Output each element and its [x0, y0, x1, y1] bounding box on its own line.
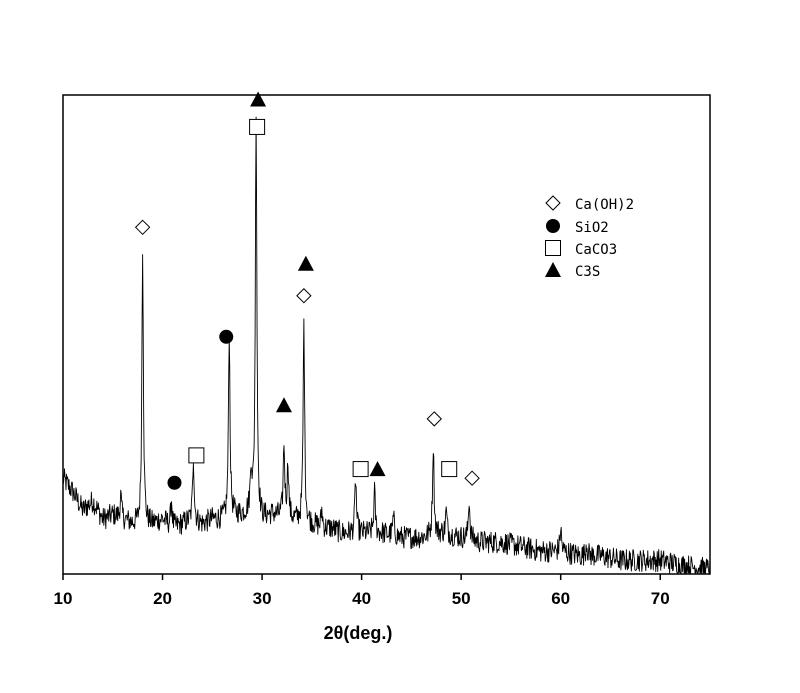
- peak-marker-ca-oh-2-0: [134, 219, 151, 236]
- peak-marker-caco3-4: [249, 118, 266, 135]
- legend-symbol-c3s: [545, 262, 561, 277]
- x-axis-tick-labels: 10 20 30 40 50 60 70: [54, 589, 670, 608]
- peak-marker-c3s-5: [250, 91, 267, 107]
- legend-label-sio2: SiO2: [575, 220, 609, 236]
- peak-marker-sio2-1: [167, 475, 182, 490]
- x-tick-label-10: 10: [54, 589, 73, 608]
- legend-label-ca-oh-2: Ca(OH)2: [575, 197, 634, 213]
- peak-markers: [134, 91, 480, 490]
- peak-marker-caco3-2: [188, 447, 205, 464]
- x-axis-title: 2θ(deg.): [324, 623, 393, 643]
- peak-marker-caco3-12: [441, 461, 458, 478]
- peak-marker-ca-oh-2-7: [296, 288, 312, 304]
- legend-symbol-ca-oh-2: [545, 195, 561, 211]
- x-axis-ticks: [62, 574, 661, 580]
- x-tick-label-70: 70: [651, 589, 670, 608]
- peak-marker-sio2-3: [219, 329, 234, 344]
- legend-symbols: [545, 195, 561, 277]
- peak-marker-caco3-9: [352, 461, 369, 478]
- peak-marker-ca-oh-2-11: [426, 411, 442, 427]
- plot-frame: [62, 94, 711, 575]
- legend-symbol-caco3: [545, 240, 561, 256]
- legend: Ca(OH)2 SiO2 CaCO3 C3S: [545, 195, 634, 280]
- legend-label-caco3: CaCO3: [575, 242, 617, 258]
- x-tick-label-60: 60: [551, 589, 570, 608]
- peak-marker-c3s-10: [369, 461, 386, 477]
- legend-label-c3s: C3S: [575, 264, 600, 280]
- x-tick-label-40: 40: [352, 589, 371, 608]
- peak-marker-c3s-8: [297, 255, 314, 271]
- peak-marker-c3s-6: [275, 397, 292, 413]
- x-tick-label-50: 50: [452, 589, 471, 608]
- xrd-pattern-line: [62, 116, 711, 574]
- peak-marker-ca-oh-2-13: [464, 470, 480, 486]
- x-tick-label-30: 30: [253, 589, 272, 608]
- x-tick-label-20: 20: [153, 589, 172, 608]
- legend-symbol-sio2: [546, 219, 560, 233]
